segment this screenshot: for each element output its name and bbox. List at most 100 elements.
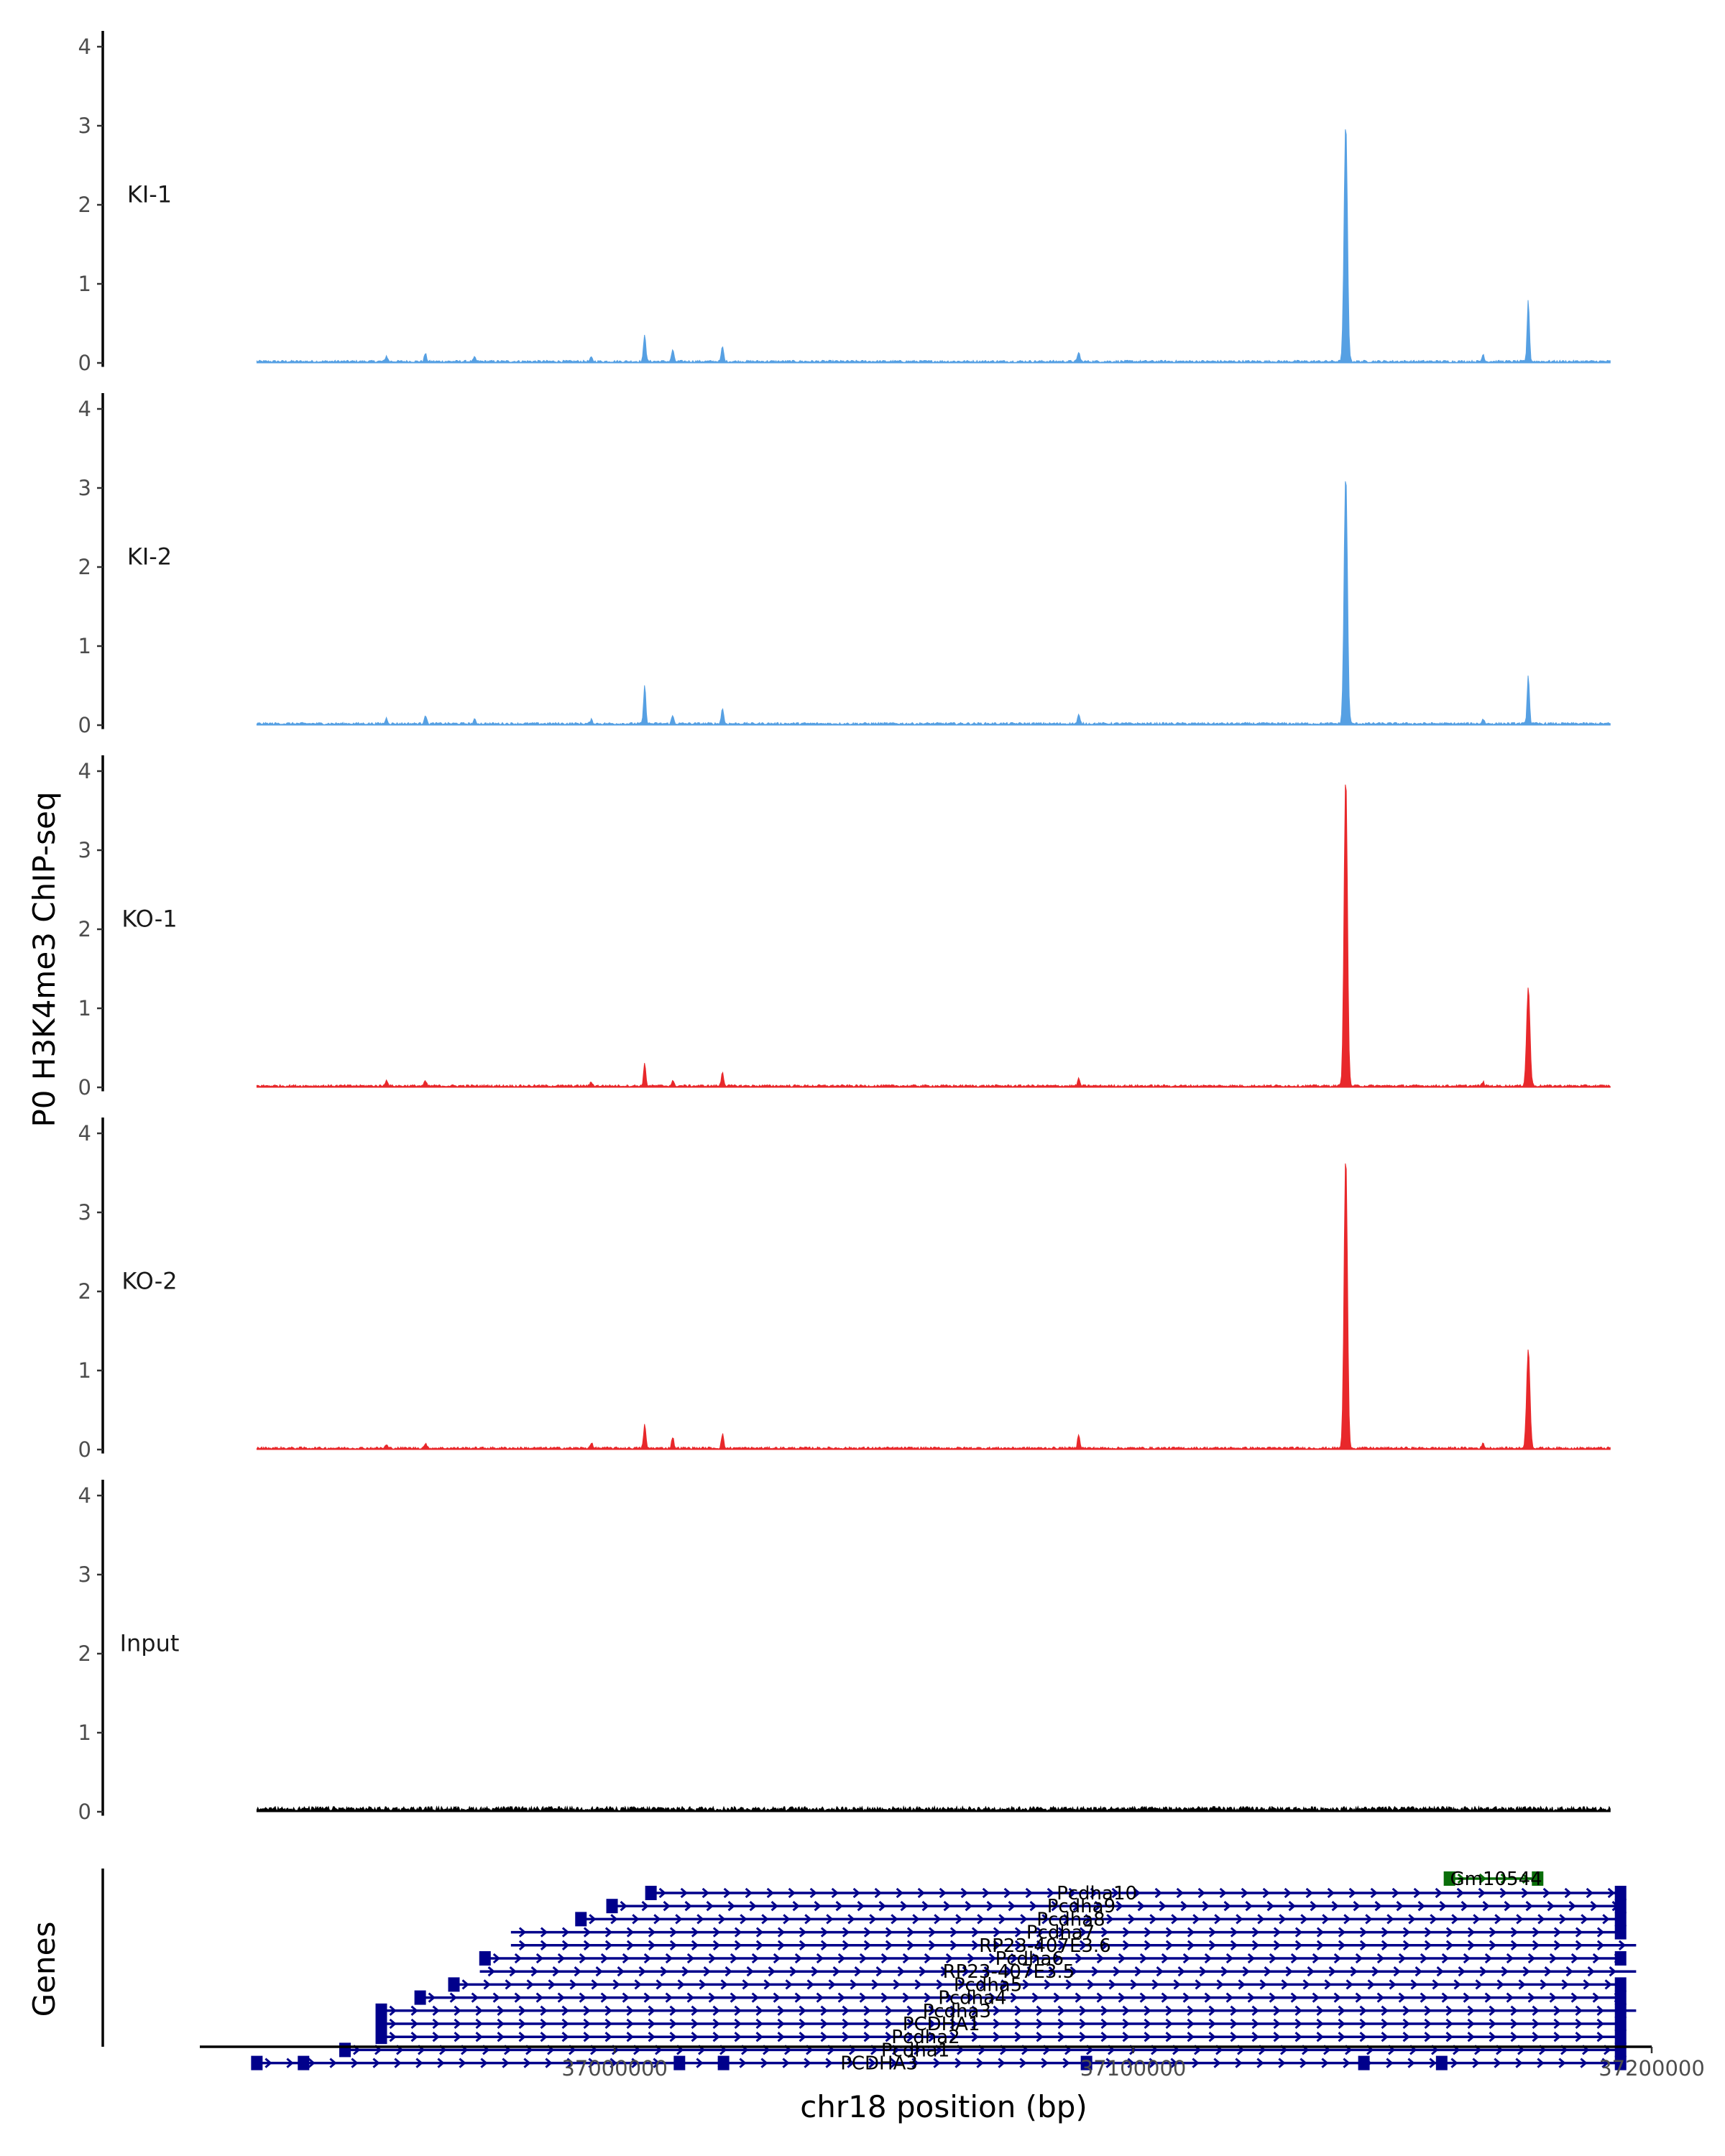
track-ko-2: 0 1 2 3 4 KO-2: [78, 1118, 1611, 1462]
strand-arrows: [389, 2005, 1626, 2016]
y-tick-label: 3: [78, 114, 91, 138]
track-ki-1: 0 1 2 3 4 KI-1: [78, 31, 1611, 375]
y-tick-label: 1: [78, 1358, 91, 1383]
strand-arrows: [589, 1914, 1610, 1925]
exon: [1614, 1886, 1627, 1900]
signal-area-input: [256, 1805, 1611, 1812]
genes-panel: Pcdha10Pcdha9Pcdha8Pcdha7RP23-407E3.6Pcd…: [101, 1869, 1637, 2075]
exon: [1614, 1977, 1627, 1992]
gene-rp23-407e3.5: RP23-407E3.5: [479, 1961, 1637, 1983]
y-tick-label: 4: [78, 759, 91, 783]
strand-arrows: [1457, 1873, 1530, 1884]
strand-arrows: [658, 1887, 1615, 1899]
exon: [1080, 2055, 1092, 2070]
strand-arrows: [461, 1979, 1612, 1990]
exon: [673, 2055, 686, 2070]
gene-label: Pcdha4: [938, 1988, 1006, 2009]
gene-pcdha9: Pcdha9: [606, 1896, 1627, 1917]
y-tick-label: 3: [78, 476, 91, 500]
gene-label: Pcdha5: [954, 1974, 1022, 1996]
signal-area-ki-1: [256, 129, 1611, 364]
track-label: KO-2: [121, 1268, 177, 1295]
strand-arrows: [389, 2032, 1604, 2042]
gene-pcdha1: Pcdha1: [339, 2040, 1627, 2061]
y-tick-label: 0: [78, 351, 91, 375]
signal-area-ko-2: [256, 1163, 1611, 1450]
exon: [1614, 2055, 1627, 2070]
y-tick-label: 0: [78, 713, 91, 737]
y-tick-label: 4: [78, 1483, 91, 1508]
gene-label: Pcdha10: [1057, 1883, 1137, 1904]
exon: [375, 2017, 387, 2031]
y-tick-label: 2: [78, 917, 91, 941]
y-tick-label: 4: [78, 34, 91, 59]
y-tick-label: 4: [78, 397, 91, 421]
gene-rp23-407e3.6: RP23-407E3.6: [510, 1935, 1637, 1957]
exon: [1614, 2030, 1627, 2045]
y-tick-label: 1: [78, 996, 91, 1021]
exon: [575, 1912, 587, 1927]
exon: [1532, 1871, 1544, 1886]
exon: [606, 1899, 618, 1914]
y-tick-label: 4: [78, 1121, 91, 1146]
exon: [1614, 1951, 1627, 1966]
y-tick-label: 0: [78, 1800, 91, 1824]
y-axis-title: P0 H3K4me3 ChIP-seq: [27, 791, 62, 1127]
gene-label: Pcdha7: [1026, 1922, 1095, 1944]
exon: [479, 1951, 491, 1966]
exon: [298, 2055, 310, 2070]
y-tick-label: 1: [78, 272, 91, 296]
track-label: Input: [120, 1630, 180, 1657]
gene-label: Pcdha9: [1047, 1896, 1116, 1917]
gene-pcdha3: Pcdha3: [375, 2001, 1637, 2022]
track-label: KI-1: [127, 181, 172, 208]
gene-pcdha5: Pcdha5: [448, 1974, 1627, 1996]
strand-arrows: [620, 1901, 1619, 1912]
track-label: KI-2: [127, 543, 172, 571]
x-axis-title: chr18 position (bp): [800, 2089, 1087, 2124]
y-tick-label: 2: [78, 193, 91, 217]
x-tick-label: 37100000: [1080, 2056, 1187, 2081]
track-ko-1: 0 1 2 3 4 KO-1: [78, 755, 1611, 1100]
exon: [1614, 1899, 1627, 1914]
y-tick-label: 3: [78, 1200, 91, 1225]
genes-track-title: Genes: [27, 1922, 62, 2017]
strand-arrows: [518, 1927, 1605, 1938]
exon: [1443, 1871, 1455, 1886]
exon: [1614, 2003, 1627, 2018]
track-ki-2: 0 1 2 3 4 KI-2: [78, 393, 1611, 737]
gene-gm10544: Gm10544: [1443, 1869, 1544, 1890]
y-tick-label: 2: [78, 555, 91, 579]
gene-pcdha4: Pcdha4: [414, 1988, 1627, 2009]
signal-area-ko-1: [256, 784, 1611, 1088]
gene-label: Pcdha2: [891, 2027, 960, 2048]
signal-tracks: 0 1 2 3 4 KI-1 0 1 2 3 4 KI-2 0 1 2 3 4 KO-1 0 1 2 3 4 KO-2 0 1 2 3…: [78, 31, 1611, 1824]
x-axis: 37000000 37100000 37200000: [200, 2045, 1705, 2081]
exon: [717, 2055, 730, 2070]
y-tick-label: 0: [78, 1437, 91, 1462]
y-tick-label: 3: [78, 1562, 91, 1587]
gene-label: Pcdha1: [881, 2040, 949, 2061]
x-tick-label: 37000000: [561, 2056, 668, 2081]
exon: [375, 2003, 387, 2018]
exon: [414, 1990, 426, 2005]
y-tick-label: 2: [78, 1279, 91, 1304]
track-label: KO-1: [121, 906, 177, 933]
exon: [339, 2042, 351, 2058]
strand-arrows: [487, 1966, 1616, 1977]
gene-label: Pcdha6: [995, 1948, 1064, 1970]
gene-label: Pcdha3: [923, 2001, 991, 2022]
exon: [1614, 1925, 1627, 1940]
gene-pcdha2: Pcdha2: [375, 2027, 1627, 2048]
gene-pcdha10: Pcdha10: [645, 1883, 1627, 1904]
gene-pcdha7: Pcdha7: [510, 1922, 1627, 1944]
y-tick-label: 1: [78, 634, 91, 658]
strand-arrows: [353, 2045, 1611, 2055]
gene-label: PCDHA3: [840, 2053, 918, 2075]
signal-area-ki-2: [256, 481, 1611, 726]
y-tick-label: 2: [78, 1641, 91, 1666]
gene-label: RP23-407E3.5: [943, 1961, 1075, 1983]
exon: [375, 2030, 387, 2045]
gene-pcdha3: PCDHA3: [251, 2053, 1627, 2075]
